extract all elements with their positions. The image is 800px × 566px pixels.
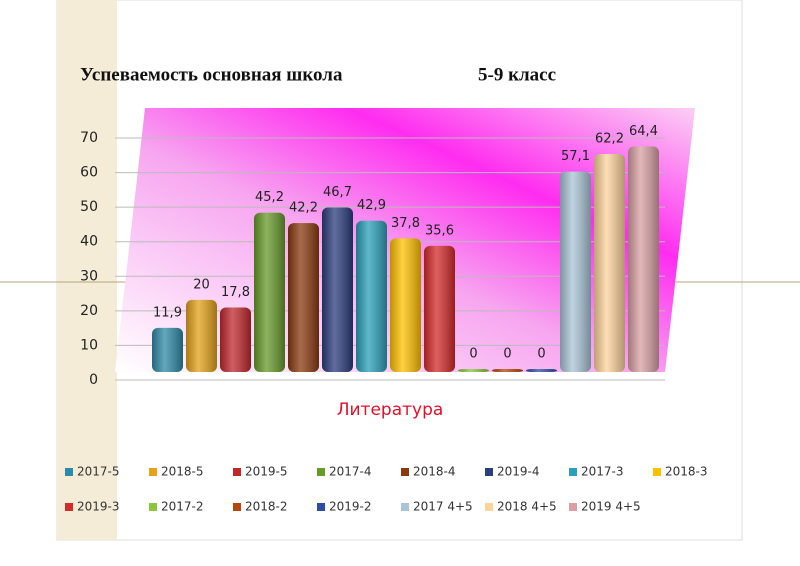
y-tick-label: 10: [80, 337, 98, 353]
value-label: 57,1: [561, 149, 590, 164]
bar-shade: [186, 299, 217, 372]
legend-swatch: [233, 468, 241, 476]
legend-label: 2018 4+5: [497, 500, 557, 514]
legend-label: 2018-3: [665, 465, 708, 479]
legend-swatch: [653, 468, 661, 476]
bar-shade: [492, 369, 523, 372]
legend-swatch: [569, 503, 577, 511]
legend-swatch: [149, 503, 157, 511]
legend-swatch: [65, 503, 73, 511]
bar-shade: [220, 307, 251, 372]
value-label: 62,2: [595, 131, 624, 146]
value-label: 0: [503, 347, 511, 362]
legend-label: 2018-5: [161, 465, 204, 479]
legend-swatch: [569, 468, 577, 476]
legend-swatch: [401, 468, 409, 476]
bar-shade: [322, 207, 353, 372]
legend-label: 2019 4+5: [581, 500, 641, 514]
legend-label: 2017-2: [161, 500, 204, 514]
bar-shade: [254, 212, 285, 372]
chart-subtitle: 5-9 класс: [478, 64, 556, 85]
legend-swatch: [65, 468, 73, 476]
bar-shade: [356, 220, 387, 372]
value-label: 42,9: [357, 198, 386, 213]
legend-swatch: [485, 503, 493, 511]
value-label: 42,2: [289, 201, 318, 216]
legend-label: 2017 4+5: [413, 500, 473, 514]
y-tick-label: 60: [80, 165, 98, 181]
chart-title: Успеваемость основная школа: [80, 64, 343, 85]
value-label: 0: [469, 347, 477, 362]
bar-shade: [594, 153, 625, 372]
bar-shade: [628, 146, 659, 372]
value-label: 11,9: [153, 305, 182, 320]
value-label: 0: [537, 347, 545, 362]
value-label: 35,6: [425, 223, 454, 238]
side-stripe: [57, 0, 117, 540]
legend-label: 2017-3: [581, 465, 624, 479]
bar-shade: [288, 223, 319, 372]
legend-label: 2019-3: [77, 500, 120, 514]
x-tick-label: Литература: [337, 400, 444, 420]
value-label: 45,2: [255, 190, 284, 205]
bar-shade: [152, 327, 183, 372]
value-label: 46,7: [323, 185, 352, 200]
y-tick-label: 0: [89, 372, 98, 388]
y-tick-label: 50: [80, 199, 98, 215]
bar-shade: [560, 171, 591, 372]
value-label: 64,4: [629, 124, 658, 139]
bar-shade: [526, 369, 557, 372]
y-tick-label: 70: [80, 130, 98, 146]
y-tick-label: 40: [80, 234, 98, 250]
legend-swatch: [233, 503, 241, 511]
legend-label: 2019-5: [245, 465, 288, 479]
legend-swatch: [485, 468, 493, 476]
legend-swatch: [401, 503, 409, 511]
legend-swatch: [317, 503, 325, 511]
legend-label: 2018-2: [245, 500, 288, 514]
legend-label: 2019-2: [329, 500, 372, 514]
bar-shade: [390, 238, 421, 372]
bar-shade: [424, 245, 455, 372]
legend-label: 2019-4: [497, 465, 540, 479]
bar-shade: [458, 369, 489, 372]
legend-swatch: [317, 468, 325, 476]
y-tick-label: 30: [80, 268, 98, 284]
legend-swatch: [149, 468, 157, 476]
legend-label: 2018-4: [413, 465, 456, 479]
legend-label: 2017-4: [329, 465, 372, 479]
value-label: 37,8: [391, 216, 420, 231]
legend-label: 2017-5: [77, 465, 120, 479]
y-tick-label: 20: [80, 303, 98, 319]
value-label: 17,8: [221, 285, 250, 300]
value-label: 20: [193, 277, 210, 292]
